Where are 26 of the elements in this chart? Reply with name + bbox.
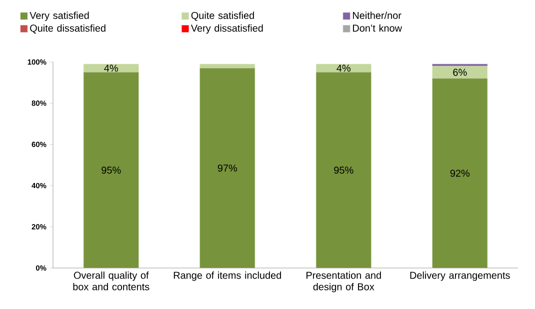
bar xyxy=(432,64,488,66)
x-tick-label: Range of items included xyxy=(174,272,281,281)
bar xyxy=(432,66,488,79)
legend-label: Don’t know xyxy=(352,24,402,32)
bar xyxy=(432,78,488,268)
data-label: 95% xyxy=(102,166,121,174)
legend-label: Neither/nor xyxy=(352,12,402,19)
data-label: 97% xyxy=(218,164,237,172)
legend-label: Very dissatisfied xyxy=(190,24,263,34)
bar xyxy=(83,64,139,72)
data-label: 95% xyxy=(334,166,354,174)
bar xyxy=(316,72,372,268)
x-tick-label: Overall quality of box and contents xyxy=(73,272,150,290)
bar xyxy=(316,64,372,72)
data-label: 92% xyxy=(450,170,470,177)
legend-label: Quite satisfied xyxy=(191,12,254,21)
legend-label: Very satisfied xyxy=(30,12,89,21)
data-label: 4% xyxy=(336,64,350,72)
bar xyxy=(200,68,256,268)
data-label: 6% xyxy=(453,68,467,76)
legend-label: Quite dissatisfied xyxy=(30,24,106,34)
x-tick-label: Presentation and design of Box xyxy=(306,272,381,292)
bar xyxy=(83,72,139,268)
data-label: 4% xyxy=(104,64,118,72)
x-tick-label: Delivery arrangements xyxy=(410,272,510,281)
bar xyxy=(200,64,256,68)
